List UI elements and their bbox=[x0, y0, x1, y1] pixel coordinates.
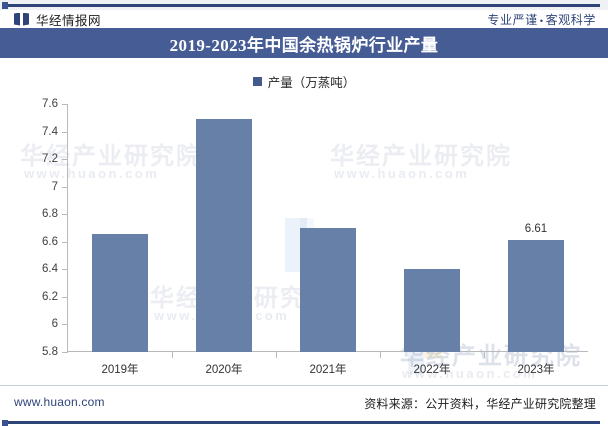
y-axis-tick bbox=[62, 131, 68, 133]
y-axis-tick-label: 6.2 bbox=[42, 290, 58, 303]
x-axis-tick bbox=[484, 352, 485, 358]
x-axis-tick bbox=[380, 352, 381, 358]
bar-2019年[interactable] bbox=[92, 233, 148, 352]
header-tagline: 专业严谨 • 客观科学 bbox=[487, 11, 596, 28]
bottom-rule-line bbox=[8, 421, 600, 424]
chart-title-band: 2019-2023年中国余热锅炉行业产量 bbox=[0, 28, 608, 58]
page-header: 华经情报网 专业严谨 • 客观科学 bbox=[0, 10, 608, 28]
bar-2021年[interactable] bbox=[300, 228, 356, 352]
tagline-right: 客观科学 bbox=[545, 13, 596, 27]
x-axis-tick bbox=[276, 352, 277, 358]
bar-2020年[interactable] bbox=[196, 119, 252, 352]
plot-area: 7.6 7.4 7.2 7 6.8 6.6 6.4 6.2 6 5.8 2019年 2020年 2021… bbox=[42, 98, 588, 376]
book-logo-right-page bbox=[23, 12, 29, 26]
book-logo-icon bbox=[14, 12, 29, 26]
y-axis-tick bbox=[62, 296, 68, 298]
y-axis-tick-label: 5.8 bbox=[42, 346, 58, 358]
y-axis-tick bbox=[62, 104, 68, 105]
x-axis-category-label: 2020年 bbox=[205, 364, 243, 376]
y-axis-tick bbox=[62, 324, 68, 326]
bar-2023年[interactable]: 6.61 bbox=[508, 223, 564, 352]
bottom-accent-rule bbox=[0, 420, 608, 426]
chart-canvas: 华经产业研究院 www.huaon.com 华经产业研究院 www.huaon.… bbox=[0, 58, 608, 385]
x-axis-category-label: 2023年 bbox=[517, 364, 555, 376]
top-rule-line bbox=[8, 4, 600, 7]
y-axis-tick bbox=[62, 186, 68, 188]
x-axis-category-label: 2021年 bbox=[309, 364, 347, 376]
brand-name: 华经情报网 bbox=[36, 13, 102, 28]
legend-item-label: 产量（万蒸吨） bbox=[267, 76, 356, 90]
y-axis-tick bbox=[62, 214, 68, 216]
y-axis-tick-label: 6.8 bbox=[42, 208, 58, 221]
y-axis-tick-label: 7.6 bbox=[42, 98, 58, 110]
y-axis-tick bbox=[62, 241, 68, 243]
tagline-left: 专业严谨 bbox=[487, 13, 538, 27]
brand: 华经情报网 bbox=[14, 10, 101, 28]
y-axis-tick-label: 6 bbox=[51, 318, 58, 331]
y-axis-tick-label: 7 bbox=[51, 180, 58, 193]
x-axis-tick bbox=[172, 352, 173, 358]
chart-legend: 产量（万蒸吨） bbox=[0, 72, 608, 91]
y-axis-tick bbox=[62, 159, 68, 161]
y-axis-tick-label: 6.4 bbox=[42, 263, 58, 276]
y-axis-tick-label: 7.2 bbox=[42, 153, 58, 166]
footer-source-note: 资料来源：公开资料，华经产业研究院整理 bbox=[364, 397, 596, 411]
y-axis-tick bbox=[62, 269, 68, 271]
legend-swatch-icon bbox=[252, 77, 262, 86]
bar-value-label: 6.61 bbox=[524, 223, 548, 236]
y-axis-tick bbox=[62, 352, 68, 353]
page-title: 2019-2023年中国余热锅炉行业产量 bbox=[169, 35, 439, 55]
top-accent-rule bbox=[0, 0, 608, 10]
tagline-separator-icon: • bbox=[539, 15, 544, 26]
footer-divider bbox=[0, 385, 608, 386]
bottom-rule-cap bbox=[2, 420, 8, 426]
y-axis-tick-label: 6.6 bbox=[42, 235, 58, 248]
page-footer: www.huaon.com 资料来源：公开资料，华经产业研究院整理 bbox=[0, 386, 608, 420]
y-axis-tick-label: 7.4 bbox=[42, 125, 58, 138]
x-axis-category-label: 2019年 bbox=[101, 364, 139, 376]
y-axis-line bbox=[67, 104, 68, 352]
book-logo-left-page bbox=[14, 12, 20, 26]
bar-2022年[interactable] bbox=[404, 269, 460, 352]
footer-site-url[interactable]: www.huaon.com bbox=[14, 395, 105, 409]
top-rule-cap bbox=[2, 2, 8, 9]
x-axis-category-label: 2022年 bbox=[413, 364, 451, 376]
